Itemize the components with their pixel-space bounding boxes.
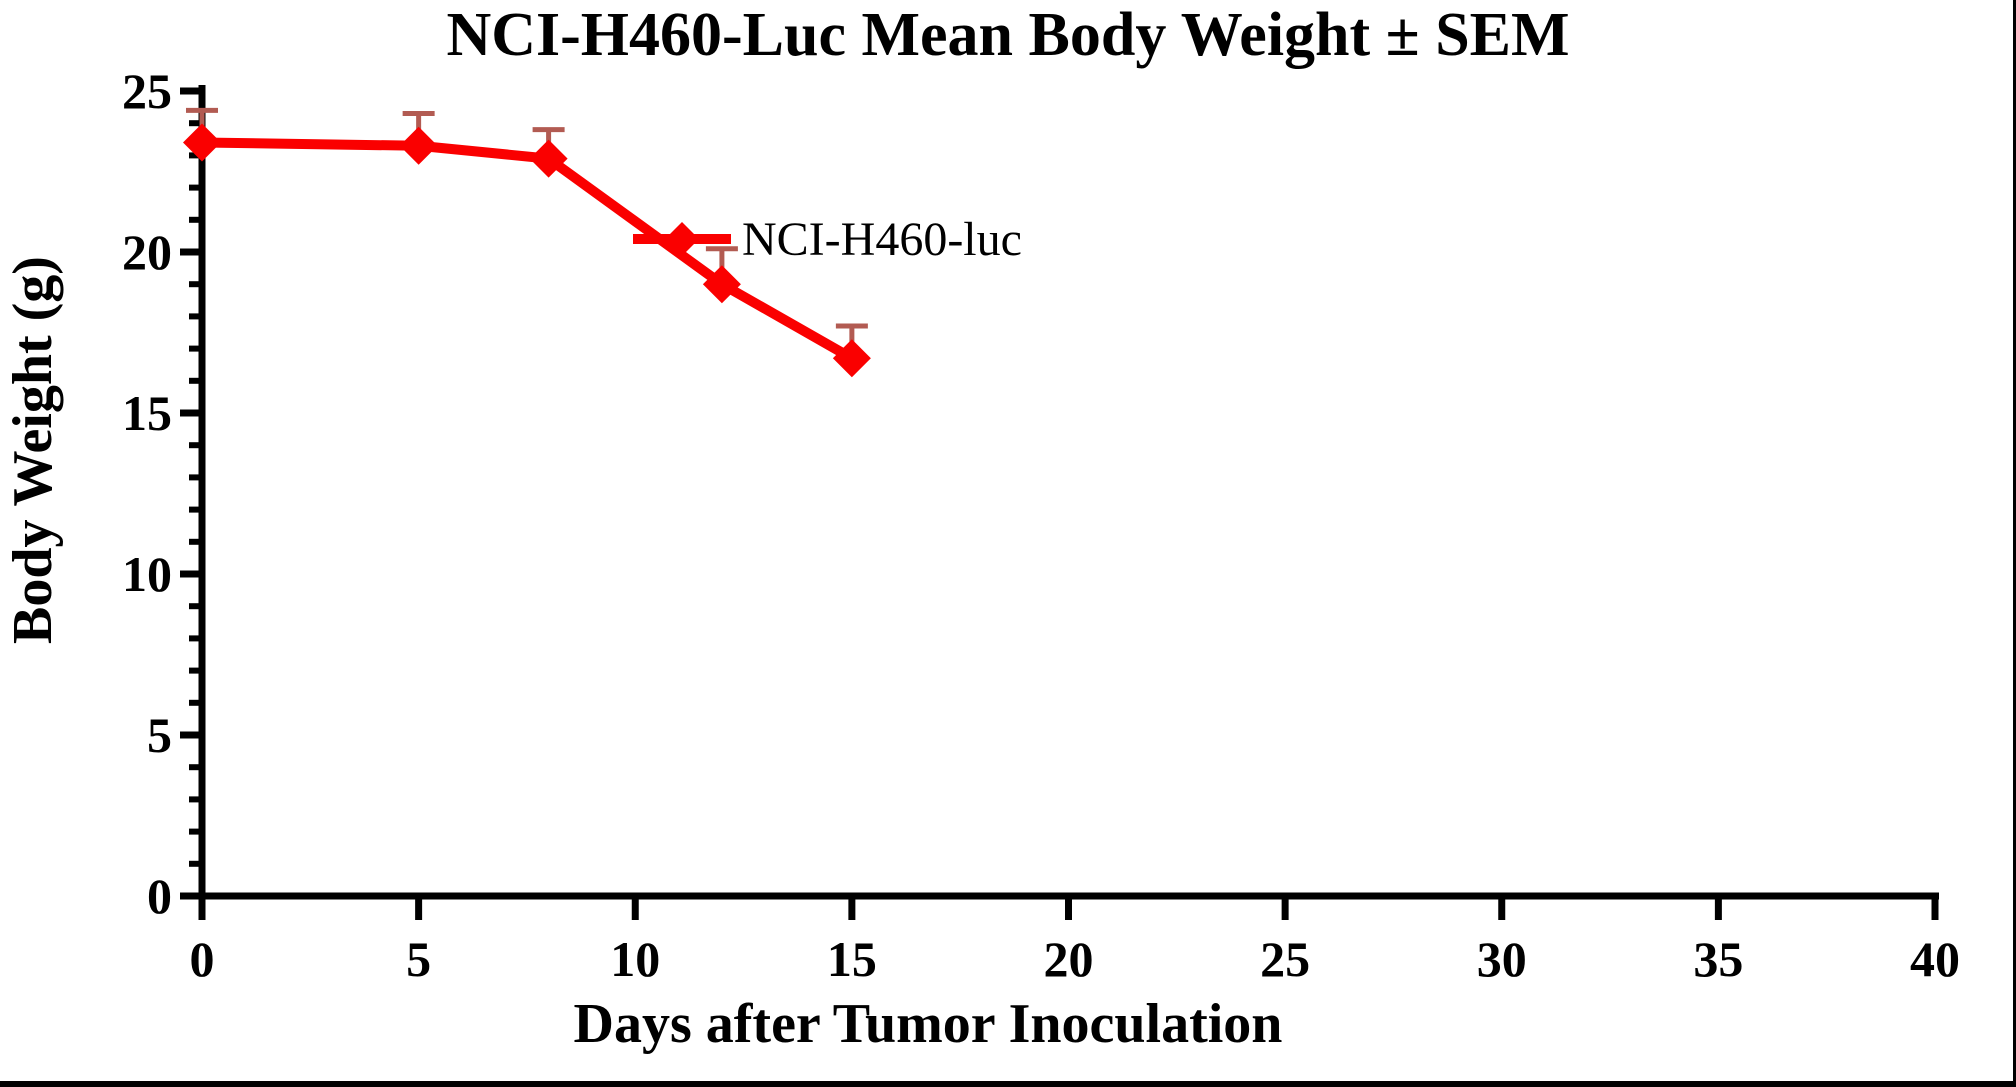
data-point-marker [399, 126, 438, 165]
x-tick-label: 30 [1477, 931, 1527, 987]
x-tick-label: 25 [1260, 931, 1310, 987]
y-tick-label: 25 [122, 63, 172, 119]
axes-layer: 0 5 10 15 20 25 0 5 10 15 20 25 30 35 40 [122, 63, 1960, 987]
x-tick-label: 15 [827, 931, 877, 987]
legend-label: NCI-H460-luc [742, 213, 1022, 266]
data-point-marker [529, 139, 568, 178]
y-tick-label: 10 [122, 546, 172, 602]
data-point-marker [183, 123, 221, 162]
x-tick-label: 40 [1910, 931, 1960, 987]
legend: NCI-H460-luc [633, 213, 1022, 266]
y-tick-label: 20 [122, 224, 172, 280]
x-tick-label: 0 [190, 931, 215, 987]
y-tick-label: 5 [147, 707, 172, 763]
data-point-marker [702, 265, 741, 304]
data-point-marker [832, 339, 871, 378]
legend-marker-diamond [665, 222, 699, 256]
y-tick-label: 15 [122, 385, 172, 441]
x-tick-label: 35 [1693, 931, 1743, 987]
window-right-edge [2013, 0, 2016, 1087]
chart-title: NCI-H460-Luc Mean Body Weight ± SEM [446, 1, 1570, 69]
data-series-layer [183, 107, 871, 378]
x-tick-label: 20 [1044, 931, 1094, 987]
x-tick-label: 10 [610, 931, 660, 987]
x-tick-label: 5 [406, 931, 431, 987]
window-bottom-edge [0, 1081, 2016, 1087]
y-tick-label: 0 [147, 868, 172, 924]
x-axis-title: Days after Tumor Inoculation [573, 993, 1283, 1055]
